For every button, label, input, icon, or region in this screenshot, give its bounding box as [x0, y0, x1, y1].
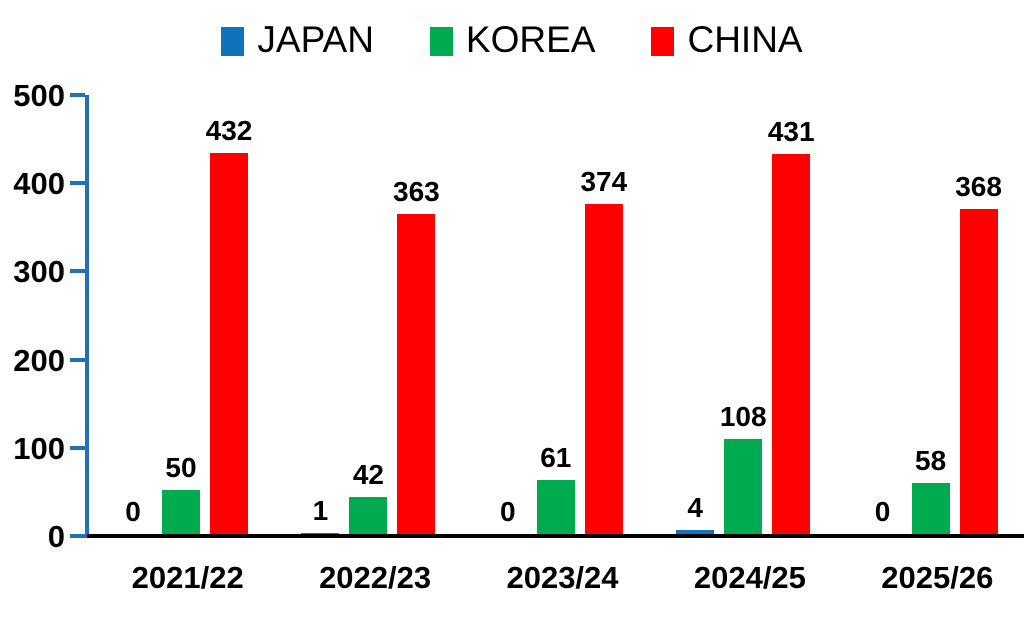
bar-value-label-japan-2025-26: 0 — [874, 496, 891, 527]
x-axis-category-label-2021-22: 2021/22 — [131, 560, 244, 595]
legend-label-japan: JAPAN — [257, 18, 374, 60]
bar-korea-2022-23 — [349, 497, 388, 534]
y-axis-tick-300 — [70, 269, 85, 274]
legend-swatch-japan — [221, 26, 245, 56]
y-axis-tick-label-400: 400 — [13, 166, 65, 202]
bar-value-label-korea-2022-23: 42 — [352, 459, 384, 490]
bar-value-label-japan-2021-22: 0 — [125, 496, 141, 527]
bar-japan-2022-23 — [301, 533, 340, 534]
legend-item-korea: KOREA — [429, 18, 596, 60]
bar-china-2021-22 — [210, 153, 248, 534]
legend-label-china: CHINA — [687, 18, 803, 60]
bar-value-label-korea-2024-25: 108 — [719, 401, 767, 432]
y-axis-tick-500 — [70, 93, 85, 97]
x-axis-category-label-2023-24: 2023/24 — [506, 560, 619, 595]
y-axis-tick-label-300: 300 — [13, 254, 65, 290]
bar-value-label-china-2023-24: 374 — [580, 166, 628, 197]
y-axis-tick-100 — [70, 445, 85, 450]
bar-korea-2023-24 — [536, 480, 575, 534]
x-axis-line — [87, 534, 1024, 538]
bar-value-label-korea-2023-24: 61 — [540, 442, 572, 473]
bar-korea-2021-22 — [162, 490, 200, 534]
legend-item-japan: JAPAN — [221, 21, 374, 58]
bar-korea-2025-26 — [911, 483, 950, 534]
y-axis-tick-label-200: 200 — [13, 342, 65, 378]
y-axis-tick-label-0: 0 — [47, 519, 65, 554]
y-axis-tick-0 — [70, 534, 85, 538]
legend-swatch-china — [651, 26, 675, 56]
chart-legend: JAPAN KOREA CHINA — [0, 12, 1024, 66]
x-axis-category-label-2024-25: 2024/25 — [693, 560, 806, 595]
bar-value-label-japan-2022-23: 1 — [312, 495, 329, 526]
y-axis-tick-label-500: 500 — [13, 78, 65, 113]
bar-value-label-japan-2023-24: 0 — [500, 496, 516, 527]
bar-value-label-china-2024-25: 431 — [767, 116, 815, 147]
bar-china-2025-26 — [959, 209, 998, 534]
bar-japan-2024-25 — [676, 530, 715, 534]
legend-item-china: CHINA — [651, 18, 803, 60]
bar-value-label-korea-2021-22: 50 — [165, 452, 197, 483]
bar-china-2024-25 — [772, 154, 811, 534]
bar-korea-2024-25 — [724, 439, 763, 534]
y-axis-tick-label-100: 100 — [13, 430, 65, 466]
bar-value-label-china-2022-23: 363 — [393, 176, 440, 207]
bar-china-2023-24 — [584, 204, 623, 534]
y-axis-tick-400 — [70, 181, 85, 186]
bar-value-label-korea-2025-26: 58 — [915, 445, 947, 476]
x-axis-category-label-2022-23: 2022/23 — [319, 560, 432, 595]
bar-china-2022-23 — [397, 214, 436, 534]
y-axis-tick-200 — [70, 357, 85, 362]
bar-value-label-china-2021-22: 432 — [205, 115, 253, 146]
x-axis-category-label-2025-26: 2025/26 — [881, 560, 994, 595]
bar-value-label-china-2025-26: 368 — [955, 171, 1002, 202]
bar-value-label-japan-2024-25: 4 — [687, 492, 703, 523]
y-axis-line — [85, 95, 89, 538]
legend-swatch-korea — [429, 26, 453, 56]
legend-label-korea: KOREA — [465, 18, 596, 60]
